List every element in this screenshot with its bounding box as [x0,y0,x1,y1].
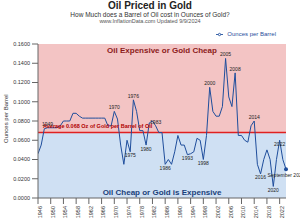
svg-text:1974: 1974 [126,206,132,218]
svg-text:0.1200: 0.1200 [13,79,30,85]
svg-text:1949: 1949 [42,121,53,127]
svg-text:2006: 2006 [228,206,234,218]
svg-text:1958: 1958 [75,206,81,218]
svg-text:2020: 2020 [268,187,279,193]
svg-text:1975: 1975 [125,152,136,158]
svg-text:1998: 1998 [198,160,209,166]
svg-text:0.1000: 0.1000 [13,99,30,105]
html-text:How Much does a Barrel of Oil: How Much does a Barrel of Oil cost in Ou… [70,11,230,18]
svg-text:2018: 2018 [266,206,272,218]
svg-text:1950: 1950 [50,206,56,218]
svg-text:1980: 1980 [141,146,152,152]
svg-text:Oil Expensive or Gold Cheap: Oil Expensive or Gold Cheap [107,46,217,55]
svg-text:Oil Cheap or Gold is Expensive: Oil Cheap or Gold is Expensive [103,188,222,197]
svg-text:0.0400: 0.0400 [13,156,30,162]
html-text:Ounces per Barrel: Ounces per Barrel [227,31,276,37]
svg-text:1993: 1993 [182,155,193,161]
svg-text:1978: 1978 [139,206,145,218]
svg-text:2014: 2014 [253,206,259,218]
svg-text:2016: 2016 [255,174,266,180]
svg-text:1983: 1983 [150,119,161,125]
svg-text:1994: 1994 [190,206,196,218]
svg-text:1986: 1986 [164,206,170,218]
svg-text:1976: 1976 [128,93,139,99]
svg-text:1946: 1946 [37,206,43,218]
svg-text:1970: 1970 [113,206,119,218]
svg-text:Ounces per Barrel: Ounces per Barrel [8,94,9,143]
svg-text:2022: 2022 [279,206,285,218]
svg-text:2022: 2022 [274,141,285,147]
svg-text:0.1600: 0.1600 [13,41,30,47]
svg-text:1954: 1954 [62,206,68,218]
svg-text:0.0200: 0.0200 [13,176,30,182]
svg-text:2002: 2002 [215,206,221,218]
svg-text:1998: 1998 [202,206,208,218]
svg-text:2000: 2000 [204,80,215,86]
svg-text:0.0800: 0.0800 [13,118,30,124]
svg-text:0.1400: 0.1400 [13,60,30,66]
svg-text:1962: 1962 [88,206,94,218]
svg-text:2014: 2014 [249,114,260,120]
svg-text:Average 0.068 Oz of Gold per B: Average 0.068 Oz of Gold per Barrel of O… [43,123,153,129]
svg-text:1990: 1990 [177,206,183,218]
html-text:Oil Priced in Gold: Oil Priced in Gold [108,0,192,11]
svg-text:2010: 2010 [240,206,246,218]
svg-text:1986: 1986 [160,165,171,171]
svg-text:1970: 1970 [109,104,120,110]
svg-text:2005: 2005 [220,51,231,57]
svg-text:1982: 1982 [151,206,157,218]
svg-text:0.0000: 0.0000 [13,195,30,201]
svg-text:0.0600: 0.0600 [13,137,30,143]
svg-text:1966: 1966 [100,206,106,218]
svg-text:2008: 2008 [230,66,241,72]
html-text:www.InflationData.com Updated: www.InflationData.com Updated 9/9/2024 [99,18,201,25]
svg-text:September 2024: September 2024 [268,172,292,178]
